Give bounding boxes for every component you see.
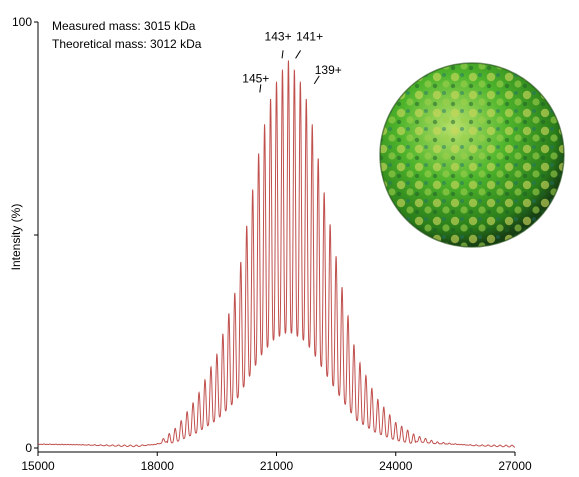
x-tick-label: 24000: [379, 459, 413, 473]
y-axis-title: Intensity (%): [9, 204, 23, 271]
peak-charge-label: 141+: [296, 29, 323, 43]
peak-leader-line: [313, 75, 320, 85]
x-tick-label: 18000: [141, 459, 175, 473]
peak-label-layer: 145+ 143+ 141+ 139+: [242, 29, 342, 93]
capsid-model-image: [379, 62, 565, 248]
peak-charge-label: 139+: [315, 63, 342, 77]
y-tick-label: 0: [25, 441, 32, 455]
y-axis-ticks: 0 100: [12, 15, 38, 455]
peak-charge-label: 145+: [242, 71, 269, 85]
x-tick-label: 15000: [21, 459, 55, 473]
peak-leader-line: [281, 50, 284, 59]
theoretical-mass-note: Theoretical mass: 3012 kDa: [52, 37, 202, 51]
peak-charge-label: 143+: [265, 29, 292, 43]
peak-leader-line: [259, 84, 262, 93]
x-tick-label: 27000: [498, 459, 532, 473]
y-tick-label: 100: [12, 15, 32, 29]
series-layer: [37, 60, 516, 448]
x-tick-label: 21000: [260, 459, 294, 473]
x-axis-ticks: 15000 18000 21000 24000 27000: [21, 452, 532, 473]
peak-leader-line: [295, 50, 302, 59]
measured-mass-note: Measured mass: 3015 kDa: [52, 19, 196, 33]
spectrum-line: [37, 60, 516, 448]
